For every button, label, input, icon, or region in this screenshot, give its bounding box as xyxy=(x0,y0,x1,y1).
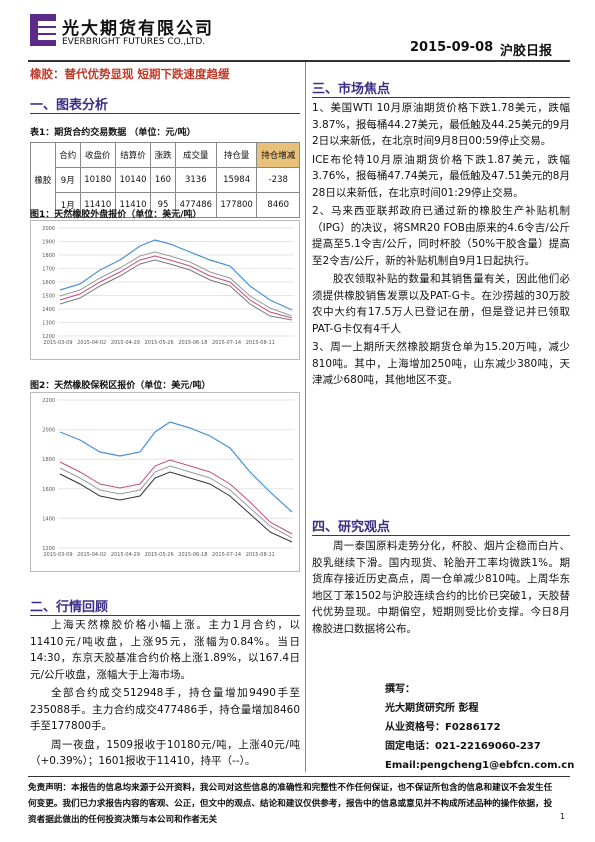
cell: 橡胶 xyxy=(30,142,56,218)
cell: 持仓增减 xyxy=(256,142,300,168)
author-line: 撰写： xyxy=(385,684,415,695)
x-tick-label: 2015-07-14 xyxy=(212,552,241,558)
author-line: 光大期货研究所 彭程 xyxy=(385,703,479,714)
figure: 2015-08-11 2015-07-14 2015-06-18 2015-05-26… xyxy=(30,392,300,572)
section-body: 上海天然橡胶价格小幅上涨。主力1月合约，以11410元/吨收盘，上涨95元，涨幅… xyxy=(30,617,300,772)
plot-frame xyxy=(30,392,300,572)
x-tick-label: 2015-06-18 xyxy=(178,552,207,558)
x-tick-label: 2015-04-29 xyxy=(111,340,140,346)
figure-line xyxy=(59,239,293,311)
company-en: EVERBRIGHT FUTURES CO.,LTD. xyxy=(62,37,206,47)
author-line: 从业资格号：F0286172 xyxy=(385,722,501,733)
x-tick-label: 2015-05-26 xyxy=(145,340,174,346)
paragraph: 全部合约成交512948手，持仓量增加9490手至235088手。主力合约成交4… xyxy=(30,687,300,732)
cell: 11410 xyxy=(79,192,116,218)
y-tick-label: 1800 xyxy=(42,457,55,463)
paragraph: 周一泰国原料走势分化，杯胶、烟片企稳而白片、胶乳继续下滑。国内现货、轮胎开工率均… xyxy=(312,540,570,635)
cell: 收盘价 xyxy=(79,142,116,168)
author-line: 固定电话：021-22169060-237 xyxy=(385,741,541,752)
figure-line xyxy=(59,471,293,543)
section-title: 四、研究观点 xyxy=(312,516,570,536)
y-tick-label: 1200 xyxy=(42,546,55,552)
cell: 477486 xyxy=(174,192,217,218)
date: 2015-09-08 xyxy=(410,40,494,55)
rule xyxy=(28,776,570,777)
y-tick-label: 2000 xyxy=(42,226,55,232)
disclaimer: 免责声明：本报告的信息均来源于公开资料，我公司对这些信息的准确性和完整性不作任何… xyxy=(28,783,553,825)
x-tick-label: 2015-04-29 xyxy=(111,552,140,558)
y-tick-label: 1400 xyxy=(42,516,55,522)
cell: 成交量 xyxy=(174,142,217,168)
x-tick-label: 2015-04-02 xyxy=(77,552,106,558)
report: 沪胶日报 xyxy=(500,44,553,59)
section-title: 一、图表分析 xyxy=(30,94,300,114)
paragraph: 胶农领取补贴的数量和其销售量有关，因此他们必须提供橡胶销售发票以及PAT-G卡。… xyxy=(312,273,570,335)
author-block: 撰写： 光大期货研究所 彭程 从业资格号：F0286172 固定电话：021-2… xyxy=(385,680,574,775)
paragraph: 2、马来西亚联邦政府已通过新的橡胶生产补贴机制（IPG）的决议，将SMR20 F… xyxy=(312,205,570,267)
headline: 橡胶：替代优势显现 短期下跌速度趋缓 xyxy=(30,67,230,81)
cell: -238 xyxy=(256,167,300,193)
x-tick-label: 2015-03-09 xyxy=(43,340,72,346)
cell: 10140 xyxy=(114,167,152,193)
paragraph: 1、美国WTI 10月原油期货价格下跌1.78美元，跌幅3.87%，报每桶44.… xyxy=(312,102,570,147)
y-tick-label: 1800 xyxy=(42,253,55,259)
cell: 1月 xyxy=(54,192,81,218)
x-tick-label: 2015-08-11 xyxy=(246,552,275,558)
y-tick-label: 1700 xyxy=(42,267,55,273)
page-number: 1 xyxy=(560,812,566,821)
paragraph: 3、周一上期所天然橡胶期货仓单为15.20万吨，减少810吨。其中，上海增加25… xyxy=(312,341,570,386)
y-tick-label: 1400 xyxy=(42,307,55,313)
x-tick-label: 2015-06-18 xyxy=(178,340,207,346)
cell: 3136 xyxy=(174,167,217,193)
cell: 涨跌 xyxy=(150,142,176,168)
cell: 9月 xyxy=(54,167,81,193)
x-tick-label: 2015-07-14 xyxy=(212,340,241,346)
section-title: 三、市场焦点 xyxy=(312,78,570,98)
company: 光大期货有限公司 xyxy=(62,19,214,39)
figure-line xyxy=(59,255,293,319)
cell: 11410 xyxy=(114,192,152,218)
caption: 图1：天然橡胶外盘报价（单位：美元/吨） xyxy=(30,210,202,220)
figure-line xyxy=(59,459,293,535)
x-tick-label: 2015-03-09 xyxy=(43,552,72,558)
section-body: 1、美国WTI 10月原油期货价格下跌1.78美元，跌幅3.87%，报每桶44.… xyxy=(312,100,570,391)
cell: 合约 xyxy=(54,142,81,168)
figure: 2015-08-11 2015-07-14 2015-06-18 2015-05-26… xyxy=(30,220,300,360)
cell: 持仓量 xyxy=(215,142,258,168)
y-tick-label: 1900 xyxy=(42,240,55,246)
y-tick-label: 2000 xyxy=(42,428,55,434)
figure-line xyxy=(59,251,293,317)
cell: 10180 xyxy=(79,167,116,193)
paragraph: 上海天然橡胶价格小幅上涨。主力1月合约，以11410元/吨收盘，上涨95元，涨幅… xyxy=(30,619,300,681)
cell: 15984 xyxy=(215,167,258,193)
figure-line xyxy=(59,259,293,321)
table: 橡胶 合约 收盘价 结算价 涨跌 成交量 持仓量 持仓增减 9月 10180 10140 160 3… xyxy=(30,142,300,218)
section-body: 周一泰国原料走势分化，杯胶、烟片企稳而白片、胶乳继续下滑。国内现货、轮胎开工率均… xyxy=(312,538,570,639)
y-tick-label: 1200 xyxy=(42,334,55,340)
paragraph: ICE布伦特10月原油期货价格下跌1.87美元，跌幅3.76%，报每桶47.74… xyxy=(312,153,570,199)
x-tick-label: 2015-05-26 xyxy=(145,552,174,558)
rule xyxy=(28,60,570,62)
cell: 177800 xyxy=(215,192,258,218)
logo xyxy=(30,14,56,46)
caption: 表1：期货合约交易数据 （单位：元/吨） xyxy=(30,128,196,138)
cell: 结算价 xyxy=(114,142,152,168)
figure-line xyxy=(59,421,293,513)
figure-line xyxy=(59,465,293,539)
x-tick-label: 2015-08-11 xyxy=(246,340,275,346)
y-tick-label: 1500 xyxy=(42,294,55,300)
caption: 图2：天然橡胶保税区报价（单位：美元/吨） xyxy=(30,381,211,391)
y-tick-label: 1600 xyxy=(42,280,55,286)
cell: 160 xyxy=(150,167,176,193)
y-tick-label: 2200 xyxy=(42,398,55,404)
cell: 8460 xyxy=(256,192,300,218)
x-tick-label: 2015-04-02 xyxy=(77,340,106,346)
divider xyxy=(305,62,306,772)
author-line: Email:pengcheng1@ebfcn.com.cn xyxy=(385,760,575,771)
section-title: 二、行情回顾 xyxy=(30,596,300,616)
y-tick-label: 1300 xyxy=(42,321,55,327)
y-tick-label: 1600 xyxy=(42,487,55,493)
paragraph: 周一夜盘，1509报收于10180元/吨，上涨40元/吨（+0.39%）；160… xyxy=(30,738,300,768)
